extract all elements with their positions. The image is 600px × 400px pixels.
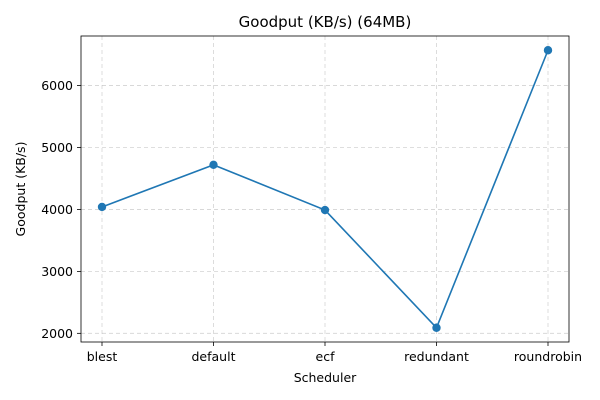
y-tick-label: 4000 — [41, 202, 73, 217]
data-point-blest — [97, 202, 107, 212]
data-point-ecf — [320, 205, 330, 215]
data-point-redundant — [432, 323, 441, 332]
x-tick-label: ecf — [316, 349, 336, 364]
chart-title: Goodput (KB/s) (64MB) — [239, 13, 412, 31]
data-point-roundrobin — [543, 46, 553, 55]
series-layer — [97, 46, 553, 332]
x-tick-label: blest — [87, 349, 118, 364]
grid-lines — [81, 36, 569, 342]
x-tick-label: roundrobin — [514, 349, 582, 364]
x-tick-label: redundant — [404, 349, 469, 364]
x-tick-label: default — [192, 349, 236, 364]
axis-ticks: blest default ecf redundant roundrobin 2000 30… — [41, 78, 582, 364]
y-tick-label: 6000 — [41, 78, 73, 93]
x-axis-label: Scheduler — [294, 370, 357, 385]
y-tick-label: 5000 — [41, 140, 73, 155]
y-tick-label: 3000 — [41, 264, 73, 279]
y-axis-label: Goodput (KB/s) — [13, 142, 28, 237]
series-line — [101, 49, 549, 330]
y-tick-label: 2000 — [41, 326, 73, 341]
data-point-default — [209, 160, 218, 170]
